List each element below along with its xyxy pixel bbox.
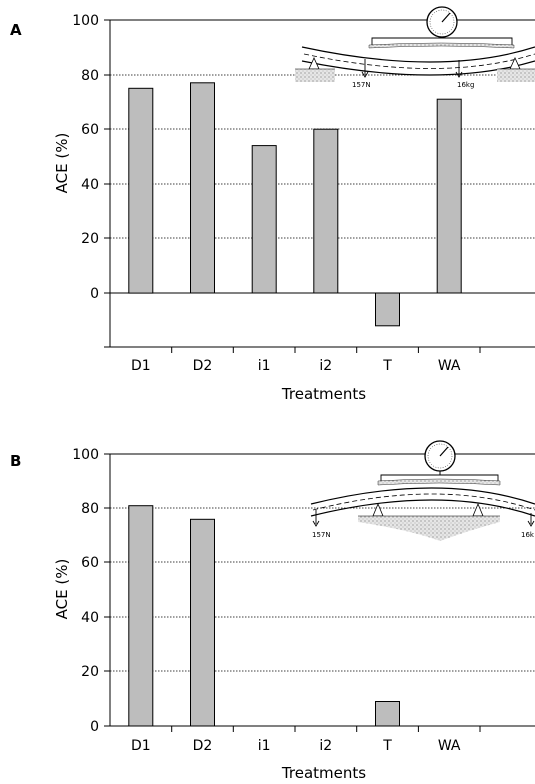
y-tick-label-b-80: 80 <box>81 501 99 517</box>
y-tick-label-a-100: 100 <box>72 13 99 29</box>
x-tick-label-t-b: T <box>382 738 392 754</box>
dial-gauge-needle-a <box>441 12 451 23</box>
gauge-frame-b <box>380 474 499 484</box>
x-tick-label-i2-a: i2 <box>319 358 332 374</box>
x-ticks-a <box>171 347 481 353</box>
bar-d1-a <box>128 87 154 294</box>
x-tick-label-d2-b: D2 <box>193 738 213 754</box>
support-base-b <box>358 516 500 541</box>
bar-d1-b <box>128 505 154 727</box>
y-tick-label-b-0: 0 <box>90 719 99 735</box>
y-tick-label-a-20: 20 <box>81 231 99 247</box>
panel-label-a: A <box>10 21 22 39</box>
gridlines-a <box>110 74 535 239</box>
x-tick-labels-b: D1 D2 i1 i2 T WA <box>131 738 461 754</box>
beam-top-b <box>310 487 535 505</box>
beam-bottom-b <box>310 499 535 517</box>
bars-b <box>128 505 400 727</box>
chart-panel-b: B ACE (%) Treatments 100 80 60 40 20 0 <box>10 440 535 782</box>
dial-gauge-needle-b <box>439 446 449 457</box>
x-tick-label-wa-b: WA <box>438 738 461 754</box>
specimen-strip-a <box>368 42 515 49</box>
load-label-left-b: 157N <box>312 531 331 539</box>
dial-gauge-scale-a <box>429 9 455 35</box>
support-left-b <box>372 502 384 517</box>
bar-d2-b <box>190 518 215 727</box>
x-tick-label-wa-a: WA <box>438 358 461 374</box>
y-tick-labels-a: 100 80 60 40 20 0 <box>72 13 99 302</box>
support-right-a <box>509 57 521 70</box>
x-axis-title-a: Treatments <box>281 385 366 403</box>
bars-a <box>128 82 462 327</box>
beam-top-a <box>301 46 535 63</box>
x-tick-label-t-a: T <box>382 358 392 374</box>
y-tick-label-b-60: 60 <box>81 555 99 571</box>
inset-diagram-b: 157N 16k <box>310 440 535 541</box>
y-tick-label-b-20: 20 <box>81 664 99 680</box>
load-arrowhead-left-b <box>312 520 320 527</box>
y-ticks-a <box>104 19 110 348</box>
bar-i1-a <box>251 145 277 294</box>
bar-i2-a <box>313 128 339 294</box>
y-axis-title-b: ACE (%) <box>53 559 71 620</box>
bar-d2-a <box>190 82 215 294</box>
gauge-frame-a <box>371 37 513 46</box>
y-tick-label-a-80: 80 <box>81 68 99 84</box>
x-axis-title-b: Treatments <box>281 764 366 782</box>
bar-t-a <box>375 292 400 327</box>
load-arrowhead-right-a <box>455 71 463 78</box>
gridlines-b <box>110 507 535 672</box>
dial-gauge-scale-b <box>427 443 453 469</box>
y-tick-label-b-100: 100 <box>72 447 99 463</box>
load-label-right-b: 16k <box>521 531 535 539</box>
x-tick-label-i2-b: i2 <box>319 738 332 754</box>
y-tick-label-b-40: 40 <box>81 610 99 626</box>
load-label-left-a: 157N <box>352 81 371 89</box>
inset-diagram-a: 157N 16kg <box>295 6 535 89</box>
beam-centerline-a <box>303 53 535 69</box>
load-arrowhead-right-b <box>527 520 535 527</box>
chart-panel-a: A ACE (%) Treatments 100 80 60 40 20 <box>10 6 535 403</box>
y-tick-labels-b: 100 80 60 40 20 0 <box>72 447 99 735</box>
x-tick-label-i1-b: i1 <box>258 738 271 754</box>
support-base-right-a <box>497 69 535 82</box>
support-right-b <box>472 502 484 517</box>
y-tick-label-a-60: 60 <box>81 122 99 138</box>
x-ticks-b <box>171 726 481 732</box>
y-axis-title-a: ACE (%) <box>53 133 71 194</box>
x-tick-label-i1-a: i1 <box>258 358 271 374</box>
bar-t-b <box>375 701 400 727</box>
x-tick-label-d1-b: D1 <box>131 738 151 754</box>
y-tick-label-a-0: 0 <box>90 286 99 302</box>
x-tick-label-d1-a: D1 <box>131 358 151 374</box>
y-tick-label-a-40: 40 <box>81 177 99 193</box>
x-tick-labels-a: D1 D2 i1 i2 T WA <box>131 358 461 374</box>
beam-centerline-b <box>312 493 535 511</box>
support-base-left-a <box>295 69 335 82</box>
panel-label-b: B <box>10 452 21 470</box>
load-label-right-a: 16kg <box>457 81 474 89</box>
x-tick-label-d2-a: D2 <box>193 358 213 374</box>
bar-wa-a <box>436 98 462 294</box>
load-arrowhead-left-a <box>361 71 369 78</box>
y-ticks-b <box>104 453 110 727</box>
specimen-strip-b <box>377 478 501 486</box>
